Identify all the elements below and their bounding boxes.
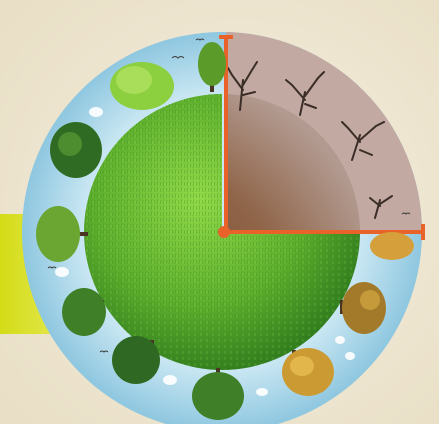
bird-icon [47,38,411,353]
axis-lines [218,35,425,240]
tree-icon [62,288,106,336]
tree-icon [198,42,226,92]
tree-icon [50,122,102,178]
tree-icon [36,206,88,262]
barren-quadrant [226,32,422,232]
tree-ring [36,42,414,420]
tree-icon [282,348,334,396]
tree-icon [340,282,386,334]
tree-icon [370,232,414,260]
tree-icon [110,62,174,110]
tree-icon [192,368,244,420]
dead-tree-icon [227,61,393,219]
tree-icon [112,336,160,384]
cloud-icon [55,107,355,396]
